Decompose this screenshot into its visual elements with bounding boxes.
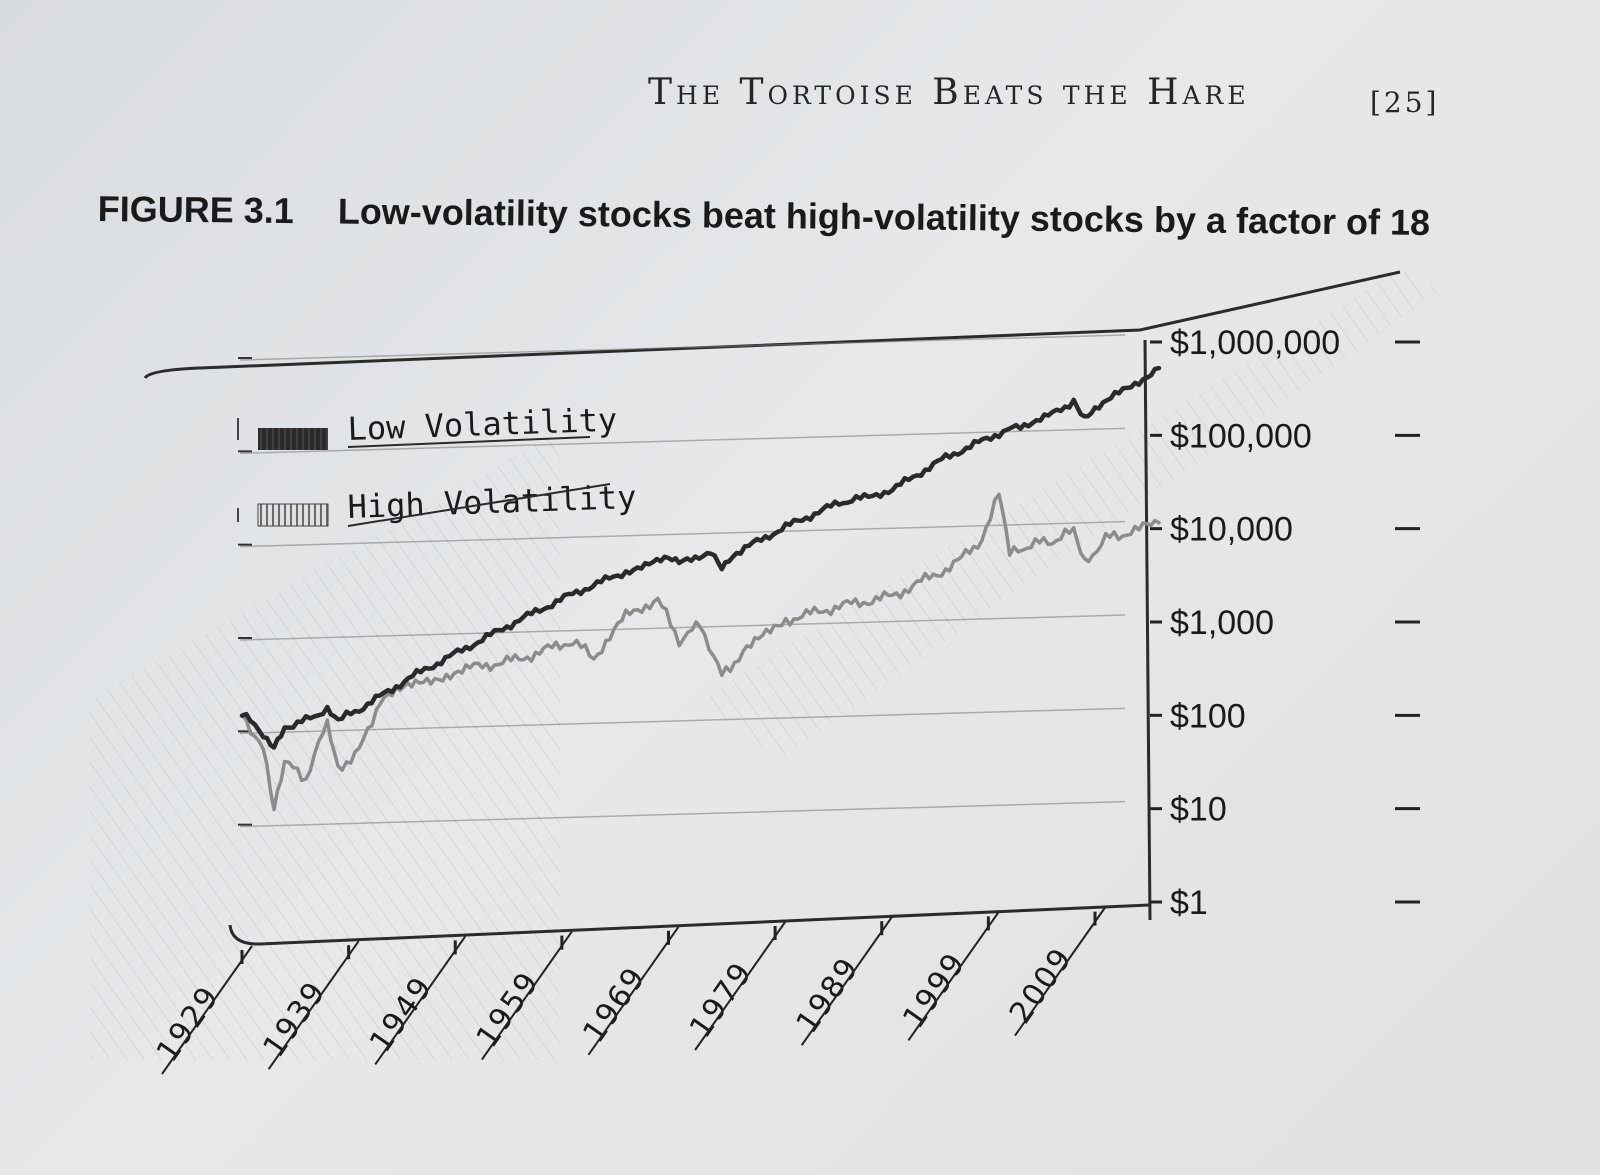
running-head: The Tortoise Beats the Hare	[648, 72, 1250, 113]
x-tick-underline	[587, 926, 680, 1056]
gridline	[239, 520, 1126, 548]
x-tick-label: 1969	[576, 960, 653, 1049]
x-tick-underline	[481, 931, 573, 1061]
x-tick-label: 1979	[683, 955, 760, 1044]
background-hatching	[90, 270, 1440, 1060]
gridline	[239, 614, 1126, 641]
x-tick-underline	[1014, 907, 1106, 1037]
x-tick-label: 1989	[790, 951, 867, 1040]
x-tick-underline	[161, 945, 253, 1075]
y-tick-label: $1,000	[1170, 604, 1274, 642]
x-tick-label: 1999	[896, 946, 973, 1035]
series-line-low-volatility	[239, 365, 1162, 750]
y-tick-label: $1,000,000	[1170, 324, 1340, 362]
legend: Low Volatility High Volatility	[237, 401, 637, 527]
gridline	[239, 800, 1126, 828]
legend-swatch-low	[258, 428, 328, 450]
y-axis: $1 $10 $100 $1,000 $10,000 $100,000 $1,000,000	[1150, 324, 1420, 922]
x-tick-label: 2009	[1003, 941, 1080, 1030]
legend-swatch-high	[257, 503, 329, 527]
x-tick-underline	[800, 916, 893, 1046]
y-tick-label: $100	[1170, 697, 1246, 735]
y-tick-label: $10	[1170, 791, 1227, 829]
x-tick-underline	[267, 940, 360, 1070]
gridline	[239, 427, 1126, 455]
y-tick-label: $100,000	[1170, 417, 1312, 455]
gridlines	[238, 334, 1126, 828]
x-tick-underline	[374, 935, 467, 1065]
y-tick-label: $10,000	[1170, 511, 1293, 549]
x-tick-underline	[694, 921, 786, 1051]
series-layer	[239, 365, 1162, 812]
gridline	[239, 707, 1126, 735]
y-tick-label: $1	[1170, 884, 1208, 922]
page-number: [25]	[1370, 86, 1440, 119]
x-tick-underline	[907, 911, 1000, 1041]
legend-label-low: Low Volatility	[347, 401, 618, 448]
chart-frame	[143, 270, 1401, 946]
gridline	[239, 334, 1126, 361]
